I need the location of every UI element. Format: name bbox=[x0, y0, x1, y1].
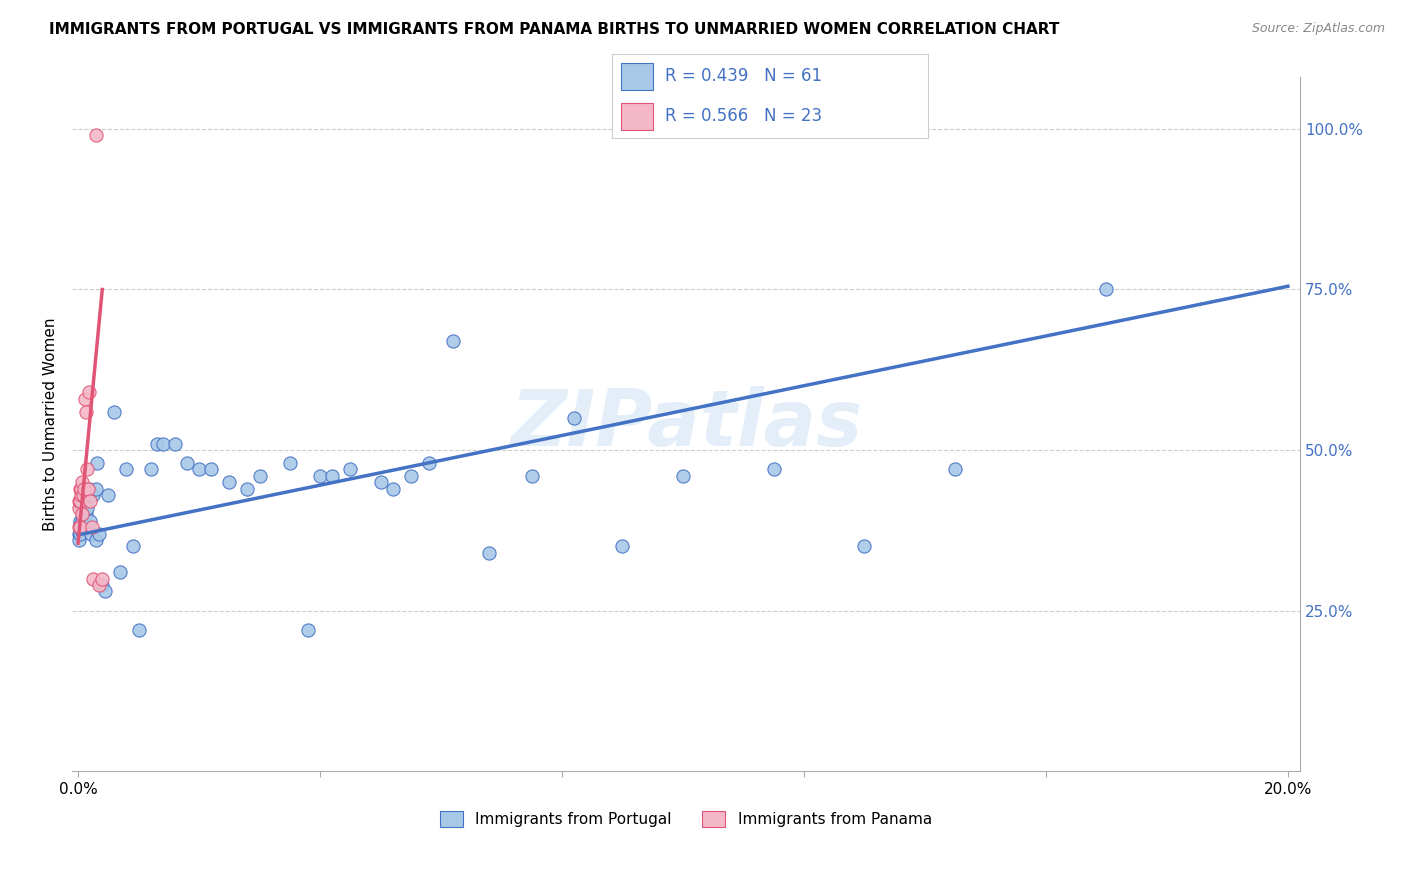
Legend: Immigrants from Portugal, Immigrants from Panama: Immigrants from Portugal, Immigrants fro… bbox=[434, 805, 938, 833]
Point bbox=[86, 456, 108, 470]
Point bbox=[72, 475, 94, 490]
Text: R = 0.566   N = 23: R = 0.566 N = 23 bbox=[665, 107, 823, 125]
Point bbox=[853, 540, 876, 554]
Point bbox=[91, 578, 114, 592]
Point bbox=[115, 462, 138, 476]
Point bbox=[441, 334, 464, 348]
Point bbox=[339, 462, 361, 476]
Point bbox=[72, 488, 94, 502]
Point bbox=[218, 475, 240, 490]
Point bbox=[176, 456, 198, 470]
Point bbox=[145, 436, 167, 450]
Point bbox=[672, 468, 695, 483]
Point bbox=[69, 526, 91, 541]
Point bbox=[70, 482, 93, 496]
Point bbox=[103, 404, 125, 418]
FancyBboxPatch shape bbox=[621, 62, 652, 90]
Point bbox=[278, 456, 301, 470]
Point bbox=[82, 572, 104, 586]
Point bbox=[84, 482, 107, 496]
Point bbox=[70, 488, 93, 502]
Point bbox=[77, 482, 100, 496]
Text: ZIPatlas: ZIPatlas bbox=[510, 386, 862, 462]
Point bbox=[152, 436, 174, 450]
Point bbox=[94, 584, 117, 599]
Point bbox=[249, 468, 271, 483]
Point bbox=[73, 494, 96, 508]
Point bbox=[84, 533, 107, 547]
Point bbox=[79, 494, 101, 508]
Point bbox=[188, 462, 211, 476]
Text: Source: ZipAtlas.com: Source: ZipAtlas.com bbox=[1251, 22, 1385, 36]
Point bbox=[89, 526, 111, 541]
Point bbox=[121, 540, 143, 554]
Point bbox=[75, 404, 97, 418]
Point bbox=[67, 494, 90, 508]
Point bbox=[80, 520, 103, 534]
Point bbox=[381, 482, 404, 496]
Point bbox=[69, 516, 91, 531]
Point bbox=[297, 623, 319, 637]
Point bbox=[82, 488, 104, 502]
Point bbox=[84, 128, 107, 143]
Point bbox=[110, 565, 132, 579]
Point bbox=[1095, 283, 1118, 297]
Point bbox=[562, 411, 585, 425]
FancyBboxPatch shape bbox=[621, 103, 652, 130]
Point bbox=[128, 623, 150, 637]
Point bbox=[70, 500, 93, 515]
Point bbox=[67, 520, 90, 534]
Point bbox=[72, 514, 94, 528]
Point bbox=[139, 462, 162, 476]
Point bbox=[77, 385, 100, 400]
Text: IMMIGRANTS FROM PORTUGAL VS IMMIGRANTS FROM PANAMA BIRTHS TO UNMARRIED WOMEN COR: IMMIGRANTS FROM PORTUGAL VS IMMIGRANTS F… bbox=[49, 22, 1060, 37]
Point bbox=[309, 468, 332, 483]
Point bbox=[67, 500, 90, 515]
Point bbox=[72, 520, 94, 534]
Point bbox=[91, 572, 114, 586]
Point bbox=[89, 578, 111, 592]
Point bbox=[69, 520, 91, 534]
Point bbox=[418, 456, 440, 470]
Point bbox=[76, 482, 98, 496]
Point bbox=[75, 508, 97, 522]
Point bbox=[69, 494, 91, 508]
Point bbox=[73, 392, 96, 406]
Point bbox=[612, 540, 634, 554]
Point bbox=[69, 482, 91, 496]
Point bbox=[73, 508, 96, 522]
Point bbox=[79, 514, 101, 528]
Point bbox=[321, 468, 343, 483]
Point bbox=[67, 533, 90, 547]
Point bbox=[943, 462, 966, 476]
Point bbox=[76, 488, 98, 502]
Point bbox=[80, 526, 103, 541]
Text: R = 0.439   N = 61: R = 0.439 N = 61 bbox=[665, 68, 823, 86]
Point bbox=[69, 514, 91, 528]
Point bbox=[73, 482, 96, 496]
Point bbox=[67, 526, 90, 541]
Point bbox=[520, 468, 543, 483]
Point bbox=[200, 462, 222, 476]
Point bbox=[370, 475, 392, 490]
Point bbox=[76, 482, 98, 496]
Point bbox=[70, 508, 93, 522]
Y-axis label: Births to Unmarried Women: Births to Unmarried Women bbox=[44, 318, 58, 531]
Point bbox=[76, 462, 98, 476]
Point bbox=[70, 520, 93, 534]
Point bbox=[97, 488, 120, 502]
Point bbox=[163, 436, 186, 450]
Point bbox=[478, 546, 501, 560]
Point bbox=[76, 500, 98, 515]
Point bbox=[236, 482, 259, 496]
Point bbox=[73, 488, 96, 502]
Point bbox=[399, 468, 422, 483]
Point bbox=[762, 462, 785, 476]
